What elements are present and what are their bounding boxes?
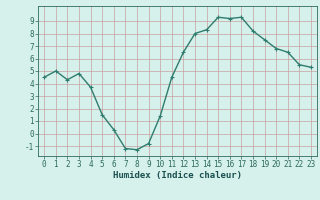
X-axis label: Humidex (Indice chaleur): Humidex (Indice chaleur) [113,171,242,180]
